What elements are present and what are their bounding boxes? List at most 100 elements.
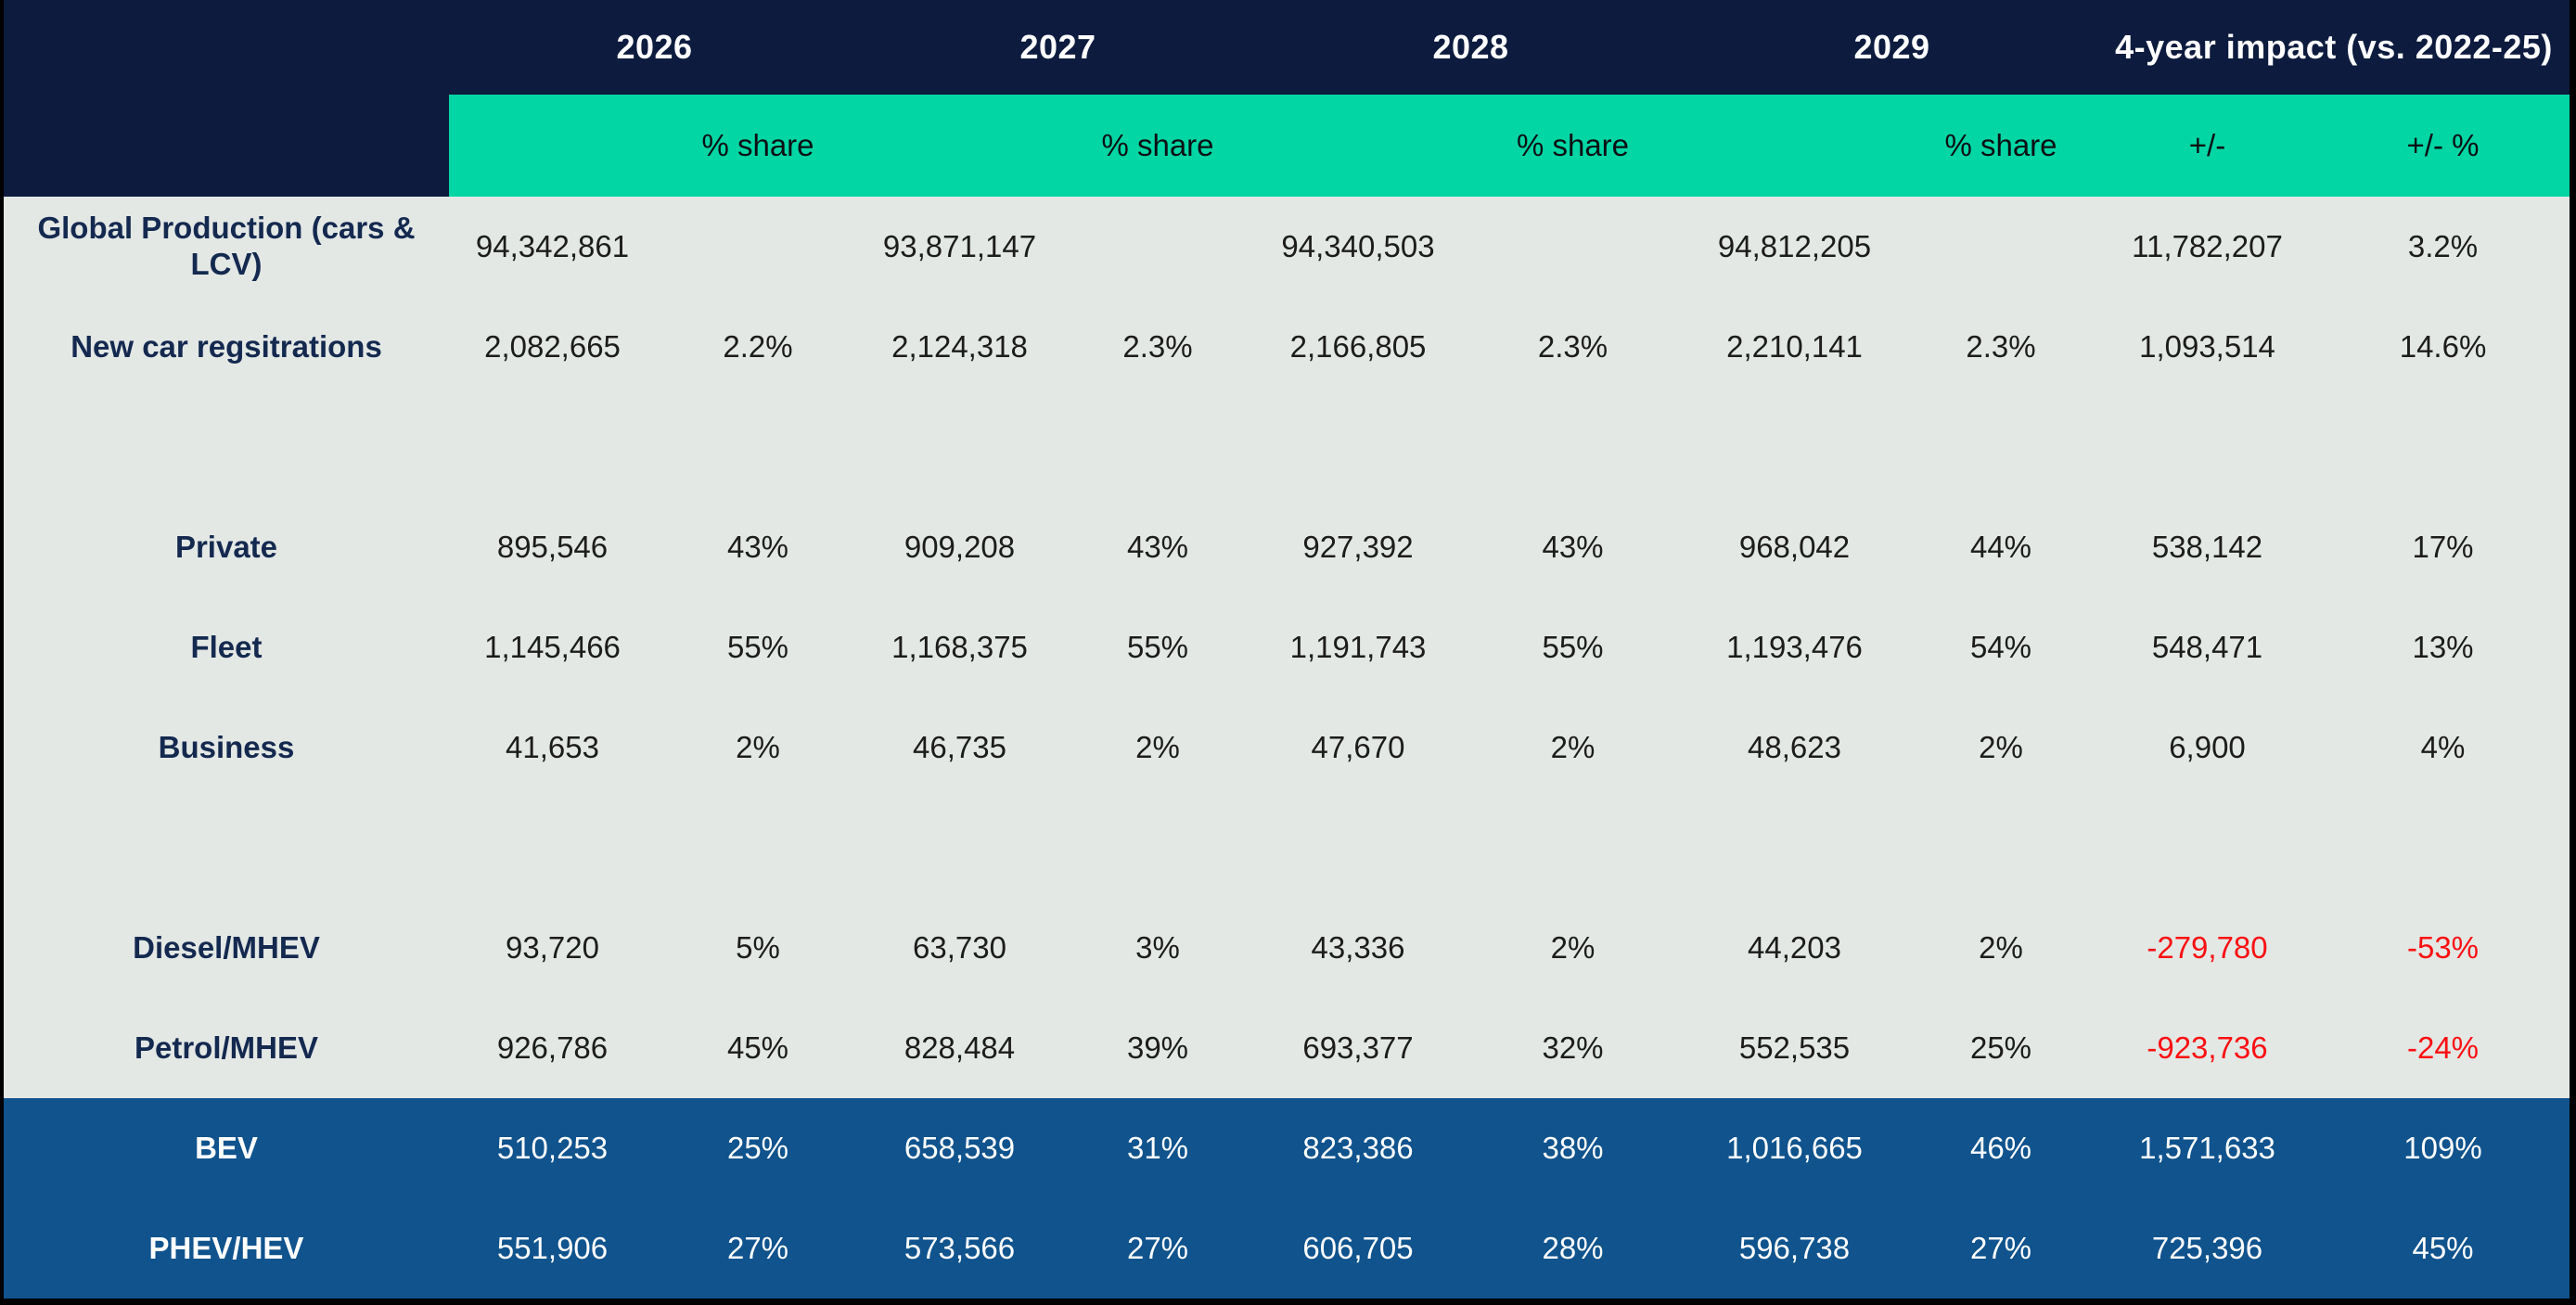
impact-pct-cell: 109% — [2316, 1098, 2570, 1198]
share-cell: 2% — [1903, 898, 2098, 998]
row-fleet: Fleet 1,145,466 55% 1,168,375 55% 1,191,… — [4, 597, 2570, 697]
impact-cell-negative: -279,780 — [2098, 898, 2316, 998]
row-diesel-mhev: Diesel/MHEV 93,720 5% 63,730 3% 43,336 2… — [4, 898, 2570, 998]
row-label: Diesel/MHEV — [4, 898, 449, 998]
share-cell: 46% — [1903, 1098, 2098, 1198]
share-cell: 39% — [1059, 998, 1256, 1098]
share-cell: 27% — [1903, 1198, 2098, 1299]
impact-cell: 11,782,207 — [2098, 197, 2316, 297]
share-cell: 55% — [1059, 597, 1256, 697]
year-header-2029: 2029 — [1685, 0, 2098, 95]
value-cell: 552,535 — [1685, 998, 1903, 1098]
value-cell: 1,016,665 — [1685, 1098, 1903, 1198]
share-subheader-2028: % share — [1460, 95, 1685, 197]
impact-pct-cell: 17% — [2316, 497, 2570, 597]
share-cell: 43% — [1059, 497, 1256, 597]
value-cell: 823,386 — [1256, 1098, 1460, 1198]
impact-cell: 1,571,633 — [2098, 1098, 2316, 1198]
share-cell: 54% — [1903, 597, 2098, 697]
value-cell: 94,812,205 — [1685, 197, 1903, 297]
impact-pct-cell: 13% — [2316, 597, 2570, 697]
value-cell: 44,203 — [1685, 898, 1903, 998]
share-subheader-2026: % share — [656, 95, 860, 197]
value-cell: 510,253 — [449, 1098, 656, 1198]
value-cell: 909,208 — [860, 497, 1059, 597]
row-label: Fleet — [4, 597, 449, 697]
impact-cell: 6,900 — [2098, 697, 2316, 798]
value-cell: 2,082,665 — [449, 297, 656, 397]
row-label: Business — [4, 697, 449, 798]
share-cell — [656, 197, 860, 297]
value-cell: 1,145,466 — [449, 597, 656, 697]
share-cell: 31% — [1059, 1098, 1256, 1198]
row-new-car-registrations: New car regsitrations 2,082,665 2.2% 2,1… — [4, 297, 2570, 397]
share-cell: 2% — [1460, 898, 1685, 998]
value-cell: 551,906 — [449, 1198, 656, 1299]
value-cell: 596,738 — [1685, 1198, 1903, 1299]
row-label: Private — [4, 497, 449, 597]
share-cell: 27% — [1059, 1198, 1256, 1299]
share-cell: 2% — [1903, 697, 2098, 798]
row-label — [4, 798, 449, 898]
row-label: Petrol/MHEV — [4, 998, 449, 1098]
share-cell — [1903, 197, 2098, 297]
value-cell: 43,336 — [1256, 898, 1460, 998]
impact-pct-cell-negative: -24% — [2316, 998, 2570, 1098]
impact-cell: 538,142 — [2098, 497, 2316, 597]
share-cell: 55% — [1460, 597, 1685, 697]
share-cell: 2% — [1059, 697, 1256, 798]
forecast-table: 2026 2027 2028 2029 4-year impact (vs. 2… — [4, 0, 2570, 1299]
plus-minus-pct-subheader: +/- % — [2316, 95, 2570, 197]
subheader-row: % share % share % share % share +/- +/- … — [4, 95, 2570, 197]
value-cell: 94,342,861 — [449, 197, 656, 297]
impact-cell: 548,471 — [2098, 597, 2316, 697]
impact-cell: 725,396 — [2098, 1198, 2316, 1299]
value-cell: 1,191,743 — [1256, 597, 1460, 697]
share-subheader-2029: % share — [1903, 95, 2098, 197]
share-cell: 44% — [1903, 497, 2098, 597]
impact-cell-negative: -923,736 — [2098, 998, 2316, 1098]
value-cell: 2,166,805 — [1256, 297, 1460, 397]
row-phev-hev: PHEV/HEV 551,906 27% 573,566 27% 606,705… — [4, 1198, 2570, 1299]
value-cell: 93,871,147 — [860, 197, 1059, 297]
value-cell: 2,124,318 — [860, 297, 1059, 397]
year-header-row: 2026 2027 2028 2029 4-year impact (vs. 2… — [4, 0, 2570, 197]
row-petrol-mhev: Petrol/MHEV 926,786 45% 828,484 39% 693,… — [4, 998, 2570, 1098]
value-cell: 48,623 — [1685, 697, 1903, 798]
row-label — [4, 397, 449, 497]
share-subheader-2027: % share — [1059, 95, 1256, 197]
year-header-2027: 2027 — [860, 0, 1256, 95]
share-cell: 27% — [656, 1198, 860, 1299]
row-global-production: Global Production (cars & LCV) 94,342,86… — [4, 197, 2570, 297]
value-cell: 63,730 — [860, 898, 1059, 998]
value-cell: 927,392 — [1256, 497, 1460, 597]
value-cell: 606,705 — [1256, 1198, 1460, 1299]
share-cell: 2.2% — [656, 297, 860, 397]
value-cell: 573,566 — [860, 1198, 1059, 1299]
impact-pct-cell: 45% — [2316, 1198, 2570, 1299]
share-cell: 28% — [1460, 1198, 1685, 1299]
share-cell: 5% — [656, 898, 860, 998]
value-cell: 693,377 — [1256, 998, 1460, 1098]
share-cell: 55% — [656, 597, 860, 697]
share-cell: 2.3% — [1059, 297, 1256, 397]
share-cell: 38% — [1460, 1098, 1685, 1198]
share-cell: 3% — [1059, 898, 1256, 998]
row-label: BEV — [4, 1098, 449, 1198]
share-cell — [1460, 197, 1685, 297]
row-label: New car regsitrations — [4, 297, 449, 397]
share-cell: 2.3% — [1903, 297, 2098, 397]
share-cell: 43% — [656, 497, 860, 597]
share-cell: 2.3% — [1460, 297, 1685, 397]
impact-pct-cell: 4% — [2316, 697, 2570, 798]
share-cell: 25% — [656, 1098, 860, 1198]
share-cell: 32% — [1460, 998, 1685, 1098]
share-cell: 25% — [1903, 998, 2098, 1098]
value-cell: 46,735 — [860, 697, 1059, 798]
row-spacer — [4, 397, 2570, 497]
subheader-blank — [449, 95, 656, 197]
impact-pct-cell: 3.2% — [2316, 197, 2570, 297]
row-bev: BEV 510,253 25% 658,539 31% 823,386 38% … — [4, 1098, 2570, 1198]
impact-pct-cell: 14.6% — [2316, 297, 2570, 397]
